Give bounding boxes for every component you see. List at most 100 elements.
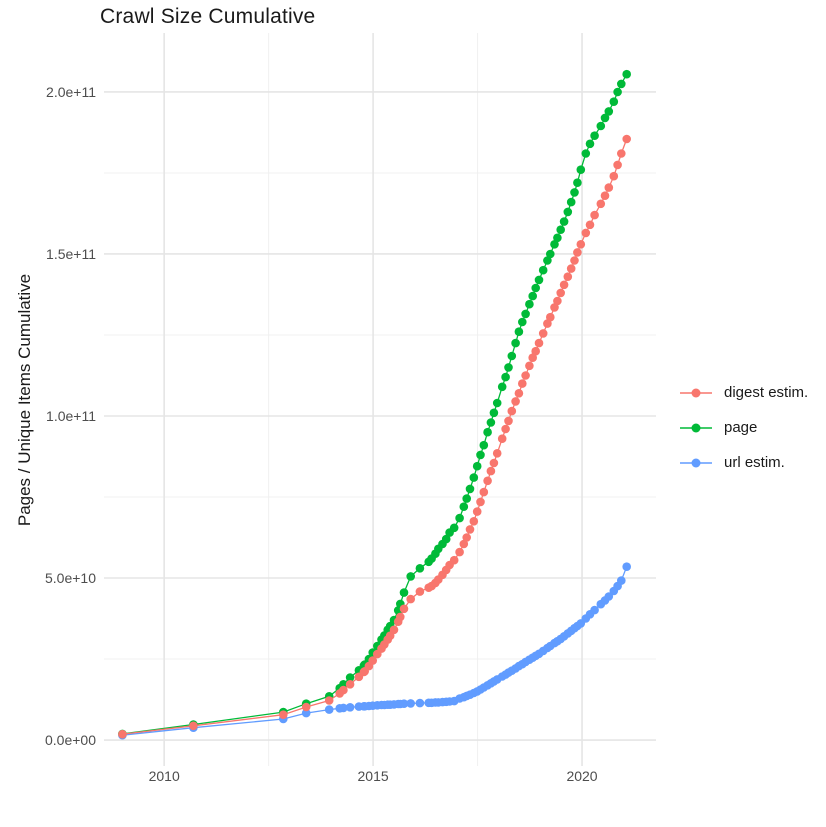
data-point	[469, 517, 479, 526]
data-point	[449, 555, 459, 565]
data-point	[399, 588, 409, 597]
y-tick-label: 2.0e+11	[46, 83, 96, 100]
data-point	[449, 523, 459, 533]
data-point	[497, 382, 507, 392]
data-point	[546, 312, 555, 322]
data-point	[469, 473, 479, 482]
data-point	[476, 497, 485, 507]
data-point	[622, 69, 631, 79]
data-point	[585, 139, 595, 149]
data-point	[301, 702, 311, 712]
data-point	[483, 427, 492, 437]
data-point	[507, 351, 517, 361]
data-point	[550, 240, 559, 249]
data-point	[576, 165, 586, 174]
data-point	[462, 533, 472, 542]
data-point	[324, 696, 334, 705]
data-point	[596, 121, 606, 131]
data-point	[345, 673, 355, 682]
x-tick-label: 2020	[566, 768, 598, 784]
x-tick-label: 2010	[148, 768, 180, 784]
data-point	[415, 564, 425, 573]
legend-key-digest-estim	[680, 388, 712, 397]
legend-key-point	[691, 458, 701, 467]
data-point	[604, 592, 614, 601]
data-point	[518, 317, 527, 327]
legend-label: page	[724, 419, 758, 436]
legend-key-page	[680, 423, 712, 432]
data-point	[600, 113, 610, 123]
data-point	[570, 188, 579, 197]
data-point	[368, 656, 378, 665]
data-point	[396, 612, 405, 622]
data-point	[511, 338, 520, 348]
data-point	[118, 729, 127, 739]
data-point	[556, 225, 565, 234]
data-point	[531, 283, 540, 293]
data-point	[415, 587, 425, 596]
series-digest-estim-	[118, 134, 631, 739]
data-point	[609, 97, 619, 106]
data-point	[604, 183, 614, 192]
data-point	[543, 256, 552, 265]
data-point	[501, 424, 510, 434]
data-point	[492, 449, 502, 458]
data-point	[459, 539, 469, 549]
data-point	[566, 264, 576, 273]
data-point	[573, 178, 582, 187]
data-point	[406, 572, 416, 581]
data-point	[339, 703, 348, 713]
data-point	[504, 363, 513, 372]
y-tick-label: 1.0e+11	[46, 407, 96, 424]
y-tick-label: 1.5e+11	[46, 245, 96, 262]
data-point	[534, 275, 544, 285]
data-point	[553, 233, 562, 243]
data-point	[581, 149, 591, 158]
data-point	[613, 160, 622, 170]
data-point	[543, 319, 552, 328]
data-point	[479, 487, 489, 497]
data-point	[476, 450, 485, 460]
data-point	[528, 291, 537, 301]
data-point	[518, 379, 527, 388]
data-point	[585, 220, 595, 230]
legend-label: digest estim.	[724, 384, 809, 401]
data-point	[590, 210, 599, 220]
data-point	[622, 134, 631, 144]
data-point	[389, 625, 399, 635]
data-point	[189, 721, 198, 731]
data-point	[501, 372, 510, 382]
data-point	[525, 299, 534, 309]
data-point	[613, 87, 622, 97]
data-point	[301, 708, 311, 718]
data-point	[507, 406, 517, 416]
data-point	[546, 249, 555, 259]
data-point	[514, 389, 524, 398]
data-point	[570, 256, 579, 265]
data-point	[504, 416, 513, 426]
legend-key-point	[691, 388, 701, 397]
data-point	[622, 562, 631, 571]
data-point	[538, 265, 548, 275]
series-url-estim-	[118, 562, 631, 740]
data-point	[556, 288, 565, 298]
y-axis-title: Pages / Unique Items Cumulative	[15, 273, 34, 527]
data-point	[553, 296, 562, 306]
y-tick-label: 5.0e+10	[45, 570, 96, 586]
data-point	[399, 604, 409, 614]
data-point	[345, 680, 355, 689]
x-tick-label: 2015	[357, 768, 389, 784]
data-point	[590, 605, 599, 615]
data-point	[576, 240, 586, 249]
data-point	[339, 685, 348, 695]
data-point	[406, 594, 416, 604]
data-point	[486, 418, 496, 427]
data-point	[511, 397, 520, 406]
data-point	[455, 513, 464, 523]
data-point	[455, 547, 464, 557]
data-point	[550, 303, 559, 312]
data-point	[521, 371, 530, 380]
data-point	[479, 440, 489, 450]
